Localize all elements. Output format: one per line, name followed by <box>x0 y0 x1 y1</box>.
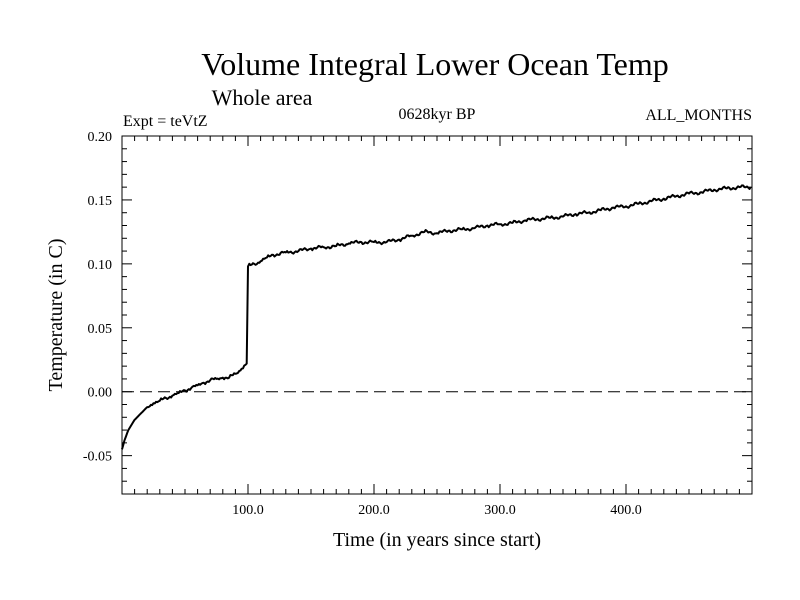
plot-frame <box>121 135 753 495</box>
axis-ticks <box>122 136 752 494</box>
x-tick-label: 100.0 <box>232 503 264 518</box>
x-tick-label: 400.0 <box>610 503 642 518</box>
period-label: 0628kyr BP <box>399 106 476 123</box>
y-tick-label: 0.20 <box>88 130 113 145</box>
y-axis-label: Temperature (in C) <box>45 239 67 392</box>
x-axis-label: Time (in years since start) <box>333 529 541 551</box>
experiment-label: Expt = teVtZ <box>123 113 208 130</box>
x-tick-label: 200.0 <box>358 503 390 518</box>
y-tick-label: 0.05 <box>88 322 113 337</box>
y-tick-label: 0.00 <box>88 386 113 401</box>
y-tick-label: -0.05 <box>83 450 112 465</box>
chart-title: Volume Integral Lower Ocean Temp <box>201 46 669 82</box>
y-tick-label: 0.10 <box>88 258 113 273</box>
x-tick-label: 300.0 <box>484 503 516 518</box>
y-tick-label: 0.15 <box>88 194 113 209</box>
series-line <box>121 184 752 450</box>
axis-tick-labels: 100.0 200.0 300.0 400.0 -0.05 0.00 0.05 0.10 0.1… <box>83 130 642 518</box>
months-label: ALL_MONTHS <box>645 107 752 124</box>
chart-subtitle: Whole area <box>212 85 313 110</box>
